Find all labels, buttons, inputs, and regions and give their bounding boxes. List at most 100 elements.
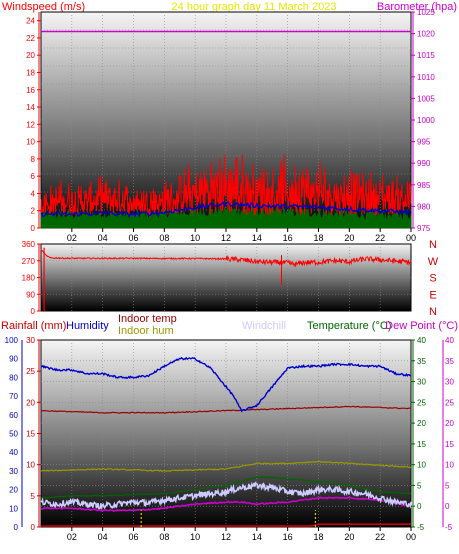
- indoor-temp-legend: Indoor temp: [118, 313, 177, 325]
- rainfall-ytick-label: 25: [26, 367, 35, 376]
- barometer-ytick-label: 990: [417, 159, 431, 168]
- humidity-ytick-label: 50: [9, 430, 18, 439]
- dewpoint-ytick-label: 30: [445, 378, 454, 387]
- dewpoint-ytick-label: 25: [445, 398, 454, 407]
- barometer-ytick-label: 980: [417, 202, 431, 211]
- humidity-ytick-label: 10: [9, 504, 18, 513]
- barometer-ytick-label: 1010: [417, 73, 435, 82]
- windchill-legend: Windchill: [242, 320, 286, 332]
- windspeed-axis-title: Windspeed (m/s): [2, 1, 85, 13]
- barometer-axis-title: Barometer (hpa): [377, 1, 457, 13]
- wind-direction-ytick-label: 270: [22, 257, 36, 266]
- temperature-xtick-label: 04: [98, 532, 108, 542]
- wind-direction-ytick-label: 180: [22, 274, 36, 283]
- compass-label-n: N: [429, 306, 437, 318]
- humidity-axis-title: Humidity: [66, 320, 109, 332]
- rainfall-ytick-label: 20: [26, 398, 35, 407]
- rainfall-ytick-label: 0: [31, 523, 36, 532]
- windspeed-ytick-label: 14: [26, 103, 35, 112]
- windspeed-ytick-label: 12: [26, 120, 35, 129]
- windspeed-ytick-label: 16: [26, 86, 35, 95]
- windspeed-xtick-label: 12: [221, 233, 231, 243]
- temperature-xtick-label: 12: [221, 532, 231, 542]
- wind-direction-grid: [41, 244, 411, 311]
- humidity-ytick-label: 30: [9, 467, 18, 476]
- temperature-series: [40, 356, 412, 527]
- temperature-axes: 0102030405060708090100051015202530-50510…: [5, 336, 455, 542]
- humidity-ytick-label: 0: [14, 523, 19, 532]
- dewpoint-ytick-label: 0: [445, 502, 450, 511]
- windspeed-xtick-label: 00: [406, 233, 416, 243]
- windspeed-xtick-label: 14: [252, 233, 262, 243]
- compass-label-e: E: [429, 289, 436, 301]
- indoor-hum-legend: Indoor hum: [118, 325, 174, 337]
- dewpoint-ytick-label: 35: [445, 357, 454, 366]
- compass-label-n: N: [429, 239, 437, 251]
- compass-label-w: W: [428, 256, 439, 268]
- humidity-ytick-label: 90: [9, 355, 18, 364]
- dewpoint-ytick-label: 40: [445, 336, 454, 345]
- windspeed-ytick-label: 22: [26, 34, 35, 43]
- rainfall-series: [41, 523, 411, 527]
- dewpoint-ytick-label: 10: [445, 461, 454, 470]
- temperature-ytick-label: 30: [417, 378, 426, 387]
- rainfall-ytick-label: 30: [26, 336, 35, 345]
- humidity-ytick-label: 20: [9, 486, 18, 495]
- windspeed-xtick-label: 06: [128, 233, 138, 243]
- windspeed-xtick-label: 04: [98, 233, 108, 243]
- average-windspeed-series: [40, 200, 412, 218]
- wind-direction-series: [40, 247, 412, 311]
- barometer-ytick-label: 1015: [417, 51, 435, 60]
- indoor-temp-series: [40, 405, 412, 414]
- windspeed-ytick-label: 4: [31, 189, 36, 198]
- graph-title: 24 hour graph day 11 March 2023: [172, 1, 337, 13]
- dewpoint-ytick-label: 15: [445, 440, 454, 449]
- windspeed-ytick-label: 6: [31, 172, 36, 181]
- humidity-ytick-label: 100: [5, 336, 19, 345]
- barometer-ytick-label: 1025: [417, 8, 435, 17]
- humidity-series: [40, 356, 412, 413]
- windspeed-ytick-label: 24: [26, 17, 35, 26]
- barometer-ytick-label: 995: [417, 138, 431, 147]
- windspeed-ytick-label: 2: [31, 207, 36, 216]
- wind-direction-series: [40, 248, 412, 268]
- wind-direction-ytick-label: 90: [26, 290, 35, 299]
- temperature-xtick-label: 00: [406, 532, 416, 542]
- temperature-xtick-label: 18: [313, 532, 323, 542]
- windspeed-ytick-label: 20: [26, 51, 35, 60]
- rainfall-ytick-label: 15: [26, 430, 35, 439]
- temperature-xtick-label: 20: [344, 532, 354, 542]
- windspeed-ytick-label: 18: [26, 68, 35, 77]
- temperature-ytick-label: 40: [417, 336, 426, 345]
- temperature-xtick-label: 06: [128, 532, 138, 542]
- temperature-ytick-label: 20: [417, 419, 426, 428]
- temperature-ytick-label: 25: [417, 398, 426, 407]
- windspeed-xtick-label: 02: [67, 233, 77, 243]
- barometer-ytick-label: 1020: [417, 30, 435, 39]
- windspeed-ytick-label: 0: [31, 224, 36, 233]
- windspeed-xtick-label: 16: [283, 233, 293, 243]
- rainfall-axis-title: Rainfall (mm): [1, 320, 66, 332]
- temperature-grid: [41, 340, 411, 527]
- windspeed-ytick-label: 8: [31, 155, 36, 164]
- temperature-xtick-label: 02: [67, 532, 77, 542]
- windspeed-axes: 0246810121416182022249759809859909951000…: [26, 8, 435, 243]
- humidity-ytick-label: 60: [9, 411, 18, 420]
- temperature-ytick-label: 35: [417, 357, 426, 366]
- wind-direction-ytick-label: 360: [22, 240, 36, 249]
- rainfall-ytick-label: 5: [31, 492, 36, 501]
- indoor-hum-series: [40, 460, 412, 472]
- humidity-ytick-label: 40: [9, 448, 18, 457]
- temperature-xtick-label: 10: [190, 532, 200, 542]
- windspeed-series: [40, 154, 412, 217]
- temperature-xtick-label: 08: [159, 532, 169, 542]
- temperature-ytick-label: 10: [417, 461, 426, 470]
- barometer-ytick-label: 985: [417, 181, 431, 190]
- windspeed-xtick-label: 22: [375, 233, 385, 243]
- dewpoint-axis-title: Dew Point (°C): [385, 320, 458, 332]
- temperature-xtick-label: 22: [375, 532, 385, 542]
- temperature-series: [41, 476, 412, 499]
- temperature-ytick-label: 5: [417, 481, 422, 490]
- wind-direction-ytick-label: 0: [31, 307, 36, 316]
